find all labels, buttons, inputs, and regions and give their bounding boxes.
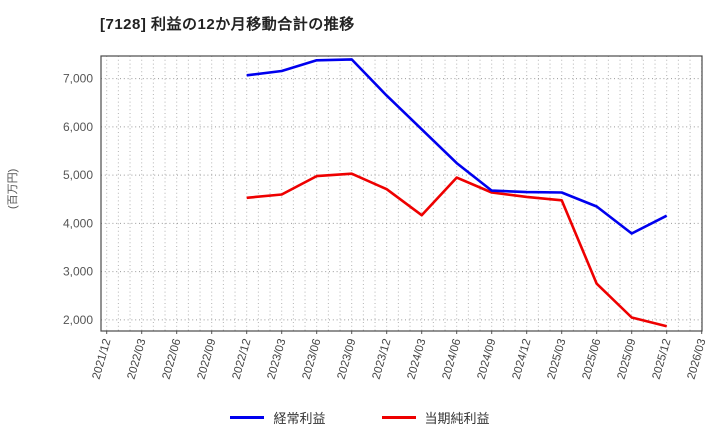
series-line-ordinary-profit bbox=[246, 58, 668, 235]
net-profit-legend-label: 当期純利益 bbox=[424, 411, 490, 426]
series-line-net-profit bbox=[246, 172, 668, 328]
x-tick-label: 2023/12 bbox=[371, 338, 394, 381]
chart-legend: 経常利益 当期純利益 bbox=[0, 408, 720, 427]
y-tick-label: 2,000 bbox=[63, 313, 93, 327]
plot-border bbox=[100, 55, 703, 332]
y-tick-label: 7,000 bbox=[63, 72, 93, 86]
x-tick-label: 2022/12 bbox=[231, 338, 254, 381]
x-tick-label: 2024/09 bbox=[476, 338, 499, 381]
y-tick-label: 5,000 bbox=[63, 168, 93, 182]
ordinary-profit-legend-label: 経常利益 bbox=[273, 411, 326, 426]
x-tick-label: 2026/03 bbox=[686, 338, 709, 381]
net-profit-line-swatch bbox=[381, 416, 416, 419]
chart-title: [7128] 利益の12か月移動合計の推移 bbox=[100, 16, 355, 33]
x-tick-label: 2024/06 bbox=[441, 338, 464, 381]
legend-item-ordinary-profit: 経常利益 bbox=[230, 408, 326, 427]
y-tick-label: 4,000 bbox=[63, 216, 93, 230]
y-tick-label: 3,000 bbox=[63, 265, 93, 279]
x-tick-label: 2023/09 bbox=[336, 338, 359, 381]
x-tick-label: 2022/09 bbox=[196, 338, 219, 381]
x-tick-label: 2024/03 bbox=[406, 338, 429, 381]
x-tick-label: 2023/03 bbox=[266, 338, 289, 381]
y-tick-label: 6,000 bbox=[63, 120, 93, 134]
x-tick-label: 2022/03 bbox=[126, 338, 149, 381]
x-tick-label: 2025/12 bbox=[651, 338, 674, 381]
x-tick-label: 2023/06 bbox=[301, 338, 324, 381]
x-tick-label: 2025/09 bbox=[616, 338, 639, 381]
x-tick-label: 2024/12 bbox=[511, 338, 534, 381]
x-tick-label: 2021/12 bbox=[91, 338, 114, 381]
x-tick-label: 2025/06 bbox=[581, 338, 604, 381]
ordinary-profit-line-swatch bbox=[230, 416, 265, 419]
legend-item-net-profit: 当期純利益 bbox=[381, 408, 490, 427]
x-tick-label: 2025/03 bbox=[546, 338, 569, 381]
x-tick-label: 2022/06 bbox=[161, 338, 184, 381]
